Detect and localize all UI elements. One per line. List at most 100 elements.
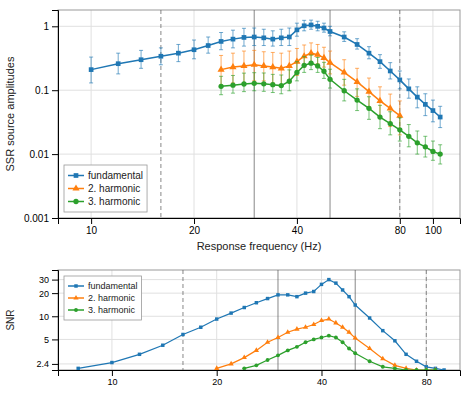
tick-mark bbox=[52, 280, 58, 281]
data-point bbox=[138, 353, 141, 356]
data-point bbox=[265, 339, 270, 344]
error-bar bbox=[159, 48, 163, 65]
data-point bbox=[326, 316, 331, 321]
grid bbox=[58, 10, 460, 218]
tick-label: 0.001 bbox=[24, 213, 49, 224]
legend-swatch-marker bbox=[73, 199, 78, 204]
error-bar bbox=[242, 28, 246, 46]
data-point bbox=[311, 322, 316, 327]
y-axis: 2.45102030 bbox=[36, 271, 58, 371]
data-point bbox=[354, 97, 359, 102]
tick: 80 bbox=[395, 218, 407, 236]
data-point bbox=[367, 346, 372, 351]
error-bar bbox=[116, 53, 120, 74]
data-point bbox=[266, 297, 269, 300]
error-bar bbox=[231, 75, 235, 93]
error-bar bbox=[378, 105, 382, 128]
data-point bbox=[303, 324, 308, 329]
data-point bbox=[242, 355, 247, 360]
data-point bbox=[266, 358, 270, 362]
data-point bbox=[381, 329, 384, 332]
legend: fundamental2. harmonic3. harmonic bbox=[64, 276, 142, 320]
data-point bbox=[334, 281, 337, 284]
error-bar bbox=[316, 57, 320, 72]
data-point bbox=[243, 306, 246, 309]
tick: 10 bbox=[107, 370, 117, 387]
legend-label: 3. harmonic bbox=[88, 196, 140, 207]
tick: 0.1 bbox=[35, 85, 58, 96]
plot-frame bbox=[58, 10, 460, 218]
data-point bbox=[270, 82, 275, 87]
tick-mark bbox=[217, 370, 218, 376]
data-point bbox=[328, 29, 333, 34]
data-point bbox=[320, 54, 327, 60]
legend-swatch-marker bbox=[72, 184, 79, 190]
data-point bbox=[377, 114, 382, 119]
data-point bbox=[285, 329, 290, 334]
tick: 100 bbox=[425, 218, 442, 236]
series bbox=[242, 334, 437, 370]
legend-swatch-marker bbox=[73, 295, 78, 300]
data-point bbox=[353, 351, 357, 355]
data-point bbox=[415, 140, 420, 145]
legend-item: 3. harmonic bbox=[68, 305, 136, 315]
error-bar bbox=[367, 47, 371, 59]
data-point bbox=[406, 134, 411, 139]
error-bar bbox=[423, 136, 427, 157]
data-point bbox=[341, 288, 344, 291]
tick: 40 bbox=[292, 218, 304, 236]
legend-item: fundamental bbox=[68, 281, 138, 291]
tick-mark bbox=[91, 218, 92, 224]
data-point bbox=[308, 61, 313, 66]
panel: 102040801000.0010.010.11Response frequen… bbox=[4, 10, 461, 252]
error-bar bbox=[398, 118, 402, 141]
error-bar bbox=[407, 125, 411, 147]
tick: 10 bbox=[39, 312, 58, 322]
tick-mark bbox=[297, 218, 298, 224]
data-point bbox=[276, 353, 280, 357]
error-bar bbox=[287, 28, 291, 46]
data-point bbox=[341, 68, 348, 74]
reference-line bbox=[160, 10, 161, 218]
error-bar bbox=[322, 23, 326, 32]
data-point bbox=[206, 43, 211, 48]
data-point bbox=[218, 84, 223, 89]
axis-line bbox=[59, 219, 461, 225]
data-point bbox=[367, 51, 372, 56]
axis-line bbox=[52, 11, 59, 219]
data-point bbox=[294, 70, 299, 75]
tick-mark bbox=[52, 154, 58, 155]
error-bar bbox=[415, 87, 419, 108]
legend-item: 3. harmonic bbox=[68, 196, 140, 207]
tick: 20 bbox=[39, 289, 58, 299]
data-point bbox=[214, 365, 219, 370]
data-point bbox=[159, 54, 164, 59]
data-point bbox=[342, 88, 347, 93]
data-point bbox=[295, 28, 300, 33]
data-point bbox=[388, 121, 393, 126]
tick-label: 80 bbox=[395, 225, 407, 236]
error-bar bbox=[309, 55, 313, 70]
tick-label: 10 bbox=[39, 312, 49, 322]
data-point bbox=[433, 368, 437, 370]
tick: 40 bbox=[317, 370, 327, 387]
data-point bbox=[423, 144, 428, 149]
data-point bbox=[414, 367, 419, 370]
error-bar bbox=[438, 106, 442, 127]
error-bar bbox=[328, 26, 332, 36]
error-bar bbox=[279, 75, 283, 94]
plot-frame bbox=[58, 270, 460, 370]
data-point bbox=[279, 83, 284, 88]
data-point bbox=[199, 326, 202, 329]
tick-label: 80 bbox=[422, 377, 432, 387]
x-axis: 10204080 bbox=[59, 370, 461, 387]
error-bar bbox=[252, 28, 256, 46]
data-point bbox=[353, 303, 356, 306]
axis-line bbox=[52, 271, 59, 371]
data-point bbox=[315, 24, 320, 29]
data-point bbox=[387, 104, 394, 110]
error-bar bbox=[378, 55, 382, 69]
tick: 80 bbox=[422, 370, 432, 387]
reference-line bbox=[182, 270, 183, 370]
series bbox=[218, 43, 404, 135]
